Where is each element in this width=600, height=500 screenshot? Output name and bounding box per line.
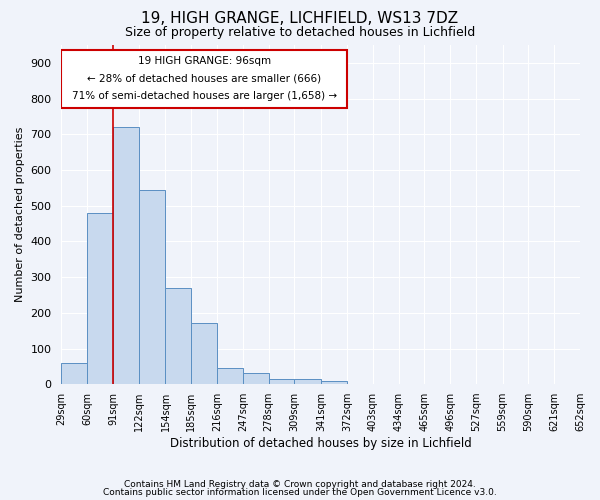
Text: Contains HM Land Registry data © Crown copyright and database right 2024.: Contains HM Land Registry data © Crown c… (124, 480, 476, 489)
Bar (139, 190, 166, 384)
Bar (166, 288, 191, 384)
Bar (217, 368, 243, 384)
Text: 19, HIGH GRANGE, LICHFIELD, WS13 7DZ: 19, HIGH GRANGE, LICHFIELD, WS13 7DZ (142, 11, 458, 26)
Text: Contains public sector information licensed under the Open Government Licence v3: Contains public sector information licen… (103, 488, 497, 497)
Text: ← 28% of detached houses are smaller (666): ← 28% of detached houses are smaller (66… (87, 74, 321, 84)
Y-axis label: Number of detached properties: Number of detached properties (15, 127, 25, 302)
Bar (61, 363, 87, 384)
Text: 71% of semi-detached houses are larger (1,658) →: 71% of semi-detached houses are larger (… (71, 91, 337, 101)
Bar (295, 380, 321, 384)
Text: Size of property relative to detached houses in Lichfield: Size of property relative to detached ho… (125, 26, 475, 39)
Bar (321, 382, 347, 384)
FancyBboxPatch shape (61, 50, 347, 108)
Text: 19 HIGH GRANGE: 96sqm: 19 HIGH GRANGE: 96sqm (137, 56, 271, 66)
Bar (87, 213, 113, 384)
Bar (113, 127, 139, 384)
X-axis label: Distribution of detached houses by size in Lichfield: Distribution of detached houses by size … (170, 437, 472, 450)
Bar (269, 379, 295, 384)
Bar (243, 373, 269, 384)
Bar (191, 323, 217, 384)
